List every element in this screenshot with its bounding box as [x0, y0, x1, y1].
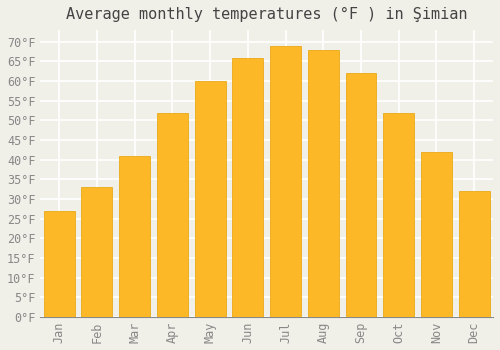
Bar	[346, 73, 376, 317]
Bar	[421, 152, 452, 317]
Bar	[270, 46, 301, 317]
Bar	[44, 211, 74, 317]
Bar	[232, 57, 264, 317]
Bar	[384, 113, 414, 317]
Bar	[308, 50, 338, 317]
Title: Average monthly temperatures (°F ) in Şimian: Average monthly temperatures (°F ) in Şi…	[66, 7, 468, 22]
Bar	[157, 113, 188, 317]
Bar	[194, 81, 226, 317]
Bar	[82, 187, 112, 317]
Bar	[458, 191, 490, 317]
Bar	[119, 156, 150, 317]
